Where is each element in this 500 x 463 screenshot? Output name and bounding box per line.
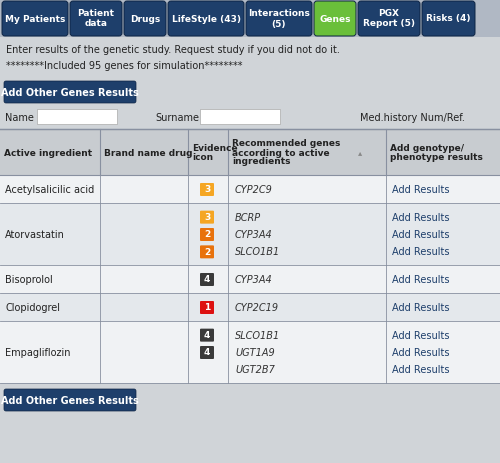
FancyBboxPatch shape	[70, 2, 122, 37]
FancyBboxPatch shape	[358, 2, 420, 37]
Bar	[0, 38, 500, 78]
FancyBboxPatch shape	[200, 246, 214, 259]
Text: PGX: PGX	[378, 9, 400, 19]
Text: ingredients: ingredients	[232, 157, 290, 166]
Text: 3: 3	[204, 185, 210, 194]
Text: ▴: ▴	[358, 148, 362, 157]
Text: Interactions: Interactions	[248, 9, 310, 19]
FancyBboxPatch shape	[4, 82, 136, 104]
Text: Empagliflozin: Empagliflozin	[5, 347, 70, 357]
FancyBboxPatch shape	[200, 211, 214, 224]
Text: CYP3A4: CYP3A4	[235, 230, 273, 239]
Text: 1: 1	[204, 303, 210, 312]
Text: Add Results: Add Results	[392, 364, 450, 375]
Text: BCRP: BCRP	[235, 212, 261, 222]
Text: UGT1A9: UGT1A9	[235, 347, 275, 357]
Bar	[0, 204, 500, 265]
Text: Enter results of the genetic study. Request study if you did not do it.: Enter results of the genetic study. Requ…	[6, 45, 340, 55]
Text: 2: 2	[204, 230, 210, 239]
Text: Med.history Num/Ref.: Med.history Num/Ref.	[360, 113, 465, 123]
FancyBboxPatch shape	[2, 2, 68, 37]
Text: Report (5): Report (5)	[363, 19, 415, 28]
Text: data: data	[84, 19, 108, 28]
FancyBboxPatch shape	[168, 2, 244, 37]
Text: My Patients: My Patients	[5, 14, 65, 24]
Bar	[0, 175, 500, 204]
Bar	[200, 110, 280, 125]
Text: Add Results: Add Results	[392, 347, 450, 357]
Text: icon: icon	[192, 153, 213, 162]
Text: 4: 4	[204, 331, 210, 339]
Text: Active ingredient: Active ingredient	[4, 148, 92, 157]
Bar	[37, 110, 117, 125]
Text: phenotype results: phenotype results	[390, 153, 483, 162]
Text: Clopidogrel: Clopidogrel	[5, 302, 60, 313]
FancyBboxPatch shape	[200, 329, 214, 342]
Bar	[0, 321, 500, 383]
Text: Name: Name	[5, 113, 34, 123]
Text: ********Included 95 genes for simulation********: ********Included 95 genes for simulation…	[6, 61, 242, 71]
Bar	[0, 0, 500, 38]
Text: LifeStyle (43): LifeStyle (43)	[172, 14, 240, 24]
FancyBboxPatch shape	[314, 2, 356, 37]
FancyBboxPatch shape	[422, 2, 475, 37]
FancyBboxPatch shape	[200, 229, 214, 242]
Text: SLCO1B1: SLCO1B1	[235, 247, 280, 257]
Bar	[0, 106, 500, 130]
Text: SLCO1B1: SLCO1B1	[235, 330, 280, 340]
FancyBboxPatch shape	[200, 184, 214, 197]
Text: Add Results: Add Results	[392, 185, 450, 194]
Text: CYP2C19: CYP2C19	[235, 302, 279, 313]
Text: according to active: according to active	[232, 148, 330, 157]
Bar	[0, 294, 500, 321]
Text: Add Results: Add Results	[392, 247, 450, 257]
FancyBboxPatch shape	[4, 389, 136, 411]
Text: Acetylsalicilic acid: Acetylsalicilic acid	[5, 185, 94, 194]
FancyBboxPatch shape	[124, 2, 166, 37]
FancyBboxPatch shape	[200, 346, 214, 359]
Text: Risks (4): Risks (4)	[426, 14, 471, 24]
Text: Drugs: Drugs	[130, 14, 160, 24]
Text: Add Results: Add Results	[392, 275, 450, 284]
Text: Add genotype/: Add genotype/	[390, 144, 464, 153]
Text: Add Results: Add Results	[392, 212, 450, 222]
Bar	[0, 265, 500, 294]
FancyBboxPatch shape	[200, 274, 214, 287]
Text: Genes: Genes	[320, 14, 351, 24]
Bar	[0, 130, 500, 175]
Text: Recommended genes: Recommended genes	[232, 139, 340, 148]
Text: Add Results: Add Results	[392, 302, 450, 313]
Text: Add Other Genes Results: Add Other Genes Results	[1, 395, 139, 405]
Text: Patient: Patient	[78, 9, 114, 19]
Text: 4: 4	[204, 348, 210, 357]
Text: Add Results: Add Results	[392, 230, 450, 239]
Text: Add Results: Add Results	[392, 330, 450, 340]
Text: Bisoprolol: Bisoprolol	[5, 275, 53, 284]
Text: Atorvastatin: Atorvastatin	[5, 230, 65, 239]
Text: 2: 2	[204, 247, 210, 257]
Text: Surname: Surname	[155, 113, 199, 123]
Text: 4: 4	[204, 275, 210, 284]
Text: UGT2B7: UGT2B7	[235, 364, 275, 375]
FancyBboxPatch shape	[200, 301, 214, 314]
Text: Brand name drug: Brand name drug	[104, 148, 192, 157]
Text: Evidence: Evidence	[192, 144, 238, 153]
Text: 3: 3	[204, 213, 210, 222]
FancyBboxPatch shape	[246, 2, 312, 37]
Text: (5): (5)	[272, 19, 286, 28]
Text: CYP3A4: CYP3A4	[235, 275, 273, 284]
Text: CYP2C9: CYP2C9	[235, 185, 273, 194]
Text: Add Other Genes Results: Add Other Genes Results	[1, 88, 139, 98]
